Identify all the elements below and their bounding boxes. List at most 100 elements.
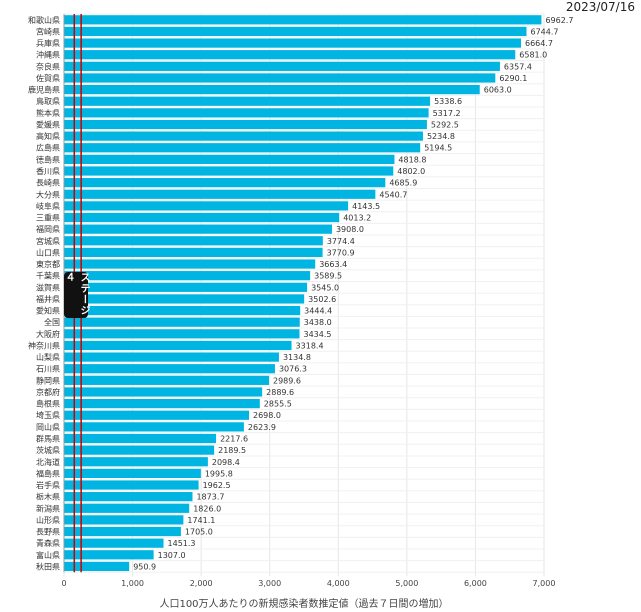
y-tick-label: 山口県: [36, 247, 60, 257]
data-label: 2189.5: [218, 446, 246, 455]
bar: [64, 457, 208, 467]
data-label: 1826.0: [193, 504, 221, 513]
data-label: 3444.4: [304, 307, 332, 316]
bar: [64, 422, 244, 432]
data-label: 2623.9: [248, 423, 276, 432]
bar: [64, 282, 308, 292]
data-label: 1962.5: [203, 481, 231, 490]
y-tick-label: 沖縄県: [36, 50, 60, 60]
data-label: 5292.5: [431, 120, 459, 129]
bar: [64, 61, 500, 71]
y-tick-label: 神奈川県: [28, 340, 60, 350]
data-label: 1451.3: [168, 539, 196, 548]
y-tick-label: 山梨県: [36, 352, 60, 362]
bar: [64, 340, 292, 351]
y-tick-label: 福井県: [36, 294, 60, 304]
bar: [64, 364, 275, 374]
data-label: 6664.7: [525, 39, 553, 48]
y-tick-label: 富山県: [36, 550, 60, 560]
x-tick-label: 6,000: [464, 579, 487, 588]
bar: [64, 410, 250, 420]
bar: [64, 433, 217, 444]
x-axis-label: 人口100万人あたりの新規感染者数推定値（過去７日間の増加）: [159, 599, 449, 610]
bar: [64, 50, 516, 60]
bar: [64, 131, 423, 141]
bar: [64, 329, 300, 339]
x-tick-label: 3,000: [258, 579, 281, 588]
bar: [64, 468, 201, 478]
bar: [64, 259, 316, 269]
y-tick-label: 奈良県: [36, 61, 60, 71]
bar: [64, 492, 193, 502]
x-tick-label: 1,000: [121, 579, 144, 588]
bar: [64, 538, 164, 548]
bar: [64, 96, 431, 106]
x-tick-label: 4,000: [327, 579, 350, 588]
data-label: 6962.7: [545, 16, 573, 25]
data-label: 950.9: [133, 562, 156, 571]
bar: [64, 84, 480, 95]
data-label: 3502.6: [308, 295, 336, 304]
y-tick-label: 長野県: [36, 528, 60, 537]
stage-4-label: ステージ４: [63, 272, 89, 318]
y-tick-label: 茨城県: [36, 445, 60, 455]
y-tick-label: 熊本県: [36, 108, 60, 118]
bar: [64, 550, 154, 560]
data-label: 2989.6: [273, 376, 301, 385]
bar: [64, 236, 323, 246]
data-label: 2855.5: [264, 400, 292, 409]
bar: [64, 73, 496, 83]
y-tick-label: 東京都: [36, 259, 60, 269]
y-tick-label: 北海道: [36, 457, 60, 467]
y-tick-label: 高知県: [36, 131, 60, 141]
y-tick-label: 大分県: [36, 189, 60, 199]
data-label: 4818.8: [398, 155, 426, 164]
bar: [64, 26, 527, 37]
bar: [64, 445, 215, 455]
data-label: 3434.5: [304, 330, 332, 339]
y-tick-label: 秋田県: [36, 561, 60, 571]
data-label: 4802.0: [397, 167, 425, 176]
data-label: 6744.7: [530, 27, 558, 36]
y-tick-label: 岩手県: [36, 480, 60, 490]
data-label: 3318.4: [296, 341, 324, 350]
y-tick-label: 群馬県: [36, 433, 60, 443]
bar: [64, 305, 301, 316]
data-label: 6063.0: [484, 86, 512, 95]
y-tick-label: 岐阜県: [36, 201, 60, 211]
bar: [64, 317, 300, 327]
data-label: 2698.0: [253, 411, 281, 420]
data-label: 3545.0: [311, 283, 339, 292]
bar: [64, 108, 429, 118]
data-label: 3774.4: [327, 237, 355, 246]
y-tick-label: 福島県: [36, 468, 60, 478]
bar: [64, 119, 427, 130]
bar: [64, 271, 311, 281]
data-label: 4013.2: [343, 214, 371, 223]
y-tick-label: 新潟県: [36, 503, 60, 513]
y-tick-label: 香川県: [36, 166, 60, 176]
y-tick-label: 全国: [44, 317, 60, 327]
bar: [64, 38, 522, 48]
y-tick-label: 京都府: [36, 387, 60, 397]
data-label: 4685.9: [389, 179, 417, 188]
data-label: 1307.0: [158, 551, 186, 560]
data-label: 5234.8: [427, 132, 455, 141]
bar: [64, 212, 340, 223]
bar: [64, 352, 279, 362]
y-tick-label: 岡山県: [36, 422, 60, 432]
y-tick-label: 広島県: [36, 143, 60, 153]
data-label: 3770.9: [327, 248, 355, 257]
y-tick-label: 滋賀県: [36, 282, 60, 292]
y-tick-label: 石川県: [36, 365, 60, 374]
bar: [64, 166, 394, 176]
y-tick-label: 宮崎県: [36, 26, 60, 36]
data-label: 3589.5: [314, 272, 342, 281]
y-tick-label: 静岡県: [36, 375, 60, 385]
y-tick-label: 徳島県: [36, 154, 60, 164]
data-label: 2217.6: [220, 434, 248, 443]
y-tick-label: 愛知県: [36, 306, 60, 316]
data-label: 3438.0: [304, 318, 332, 327]
data-label: 1995.8: [205, 469, 233, 478]
